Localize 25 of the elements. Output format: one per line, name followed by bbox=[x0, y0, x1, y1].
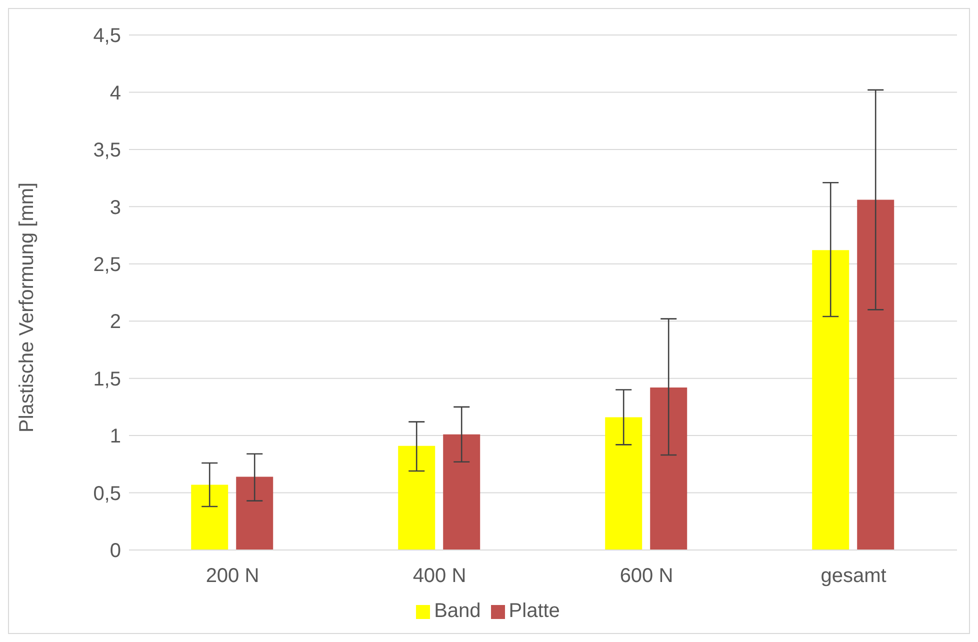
x-tick-label: gesamt bbox=[820, 565, 887, 588]
y-tick-label: 4 bbox=[110, 82, 121, 104]
legend-label: Platte bbox=[508, 600, 560, 622]
y-tick-label: 3,5 bbox=[93, 140, 121, 162]
bar bbox=[857, 200, 894, 550]
bar bbox=[191, 484, 228, 550]
y-tick-label: 2,5 bbox=[93, 254, 121, 276]
y-tick-label: 2 bbox=[110, 311, 121, 334]
x-tick-label: 200 N bbox=[206, 565, 260, 588]
bar bbox=[650, 387, 688, 550]
y-tick-label: 0 bbox=[110, 540, 121, 562]
bar bbox=[443, 434, 480, 550]
y-axis-title: Plastische Verformung [mm] bbox=[16, 182, 38, 432]
x-tick-label: 600 N bbox=[620, 565, 674, 588]
y-tick-label: 1,5 bbox=[93, 368, 121, 390]
y-tick-label: 3 bbox=[110, 196, 121, 219]
y-tick-label: 0,5 bbox=[93, 482, 121, 505]
bar bbox=[812, 250, 850, 550]
x-tick-label: 400 N bbox=[412, 565, 466, 588]
legend-label: Band bbox=[434, 600, 481, 622]
y-tick-label: 1 bbox=[110, 426, 121, 448]
y-tick-label: 4,5 bbox=[93, 25, 121, 48]
bar bbox=[236, 476, 274, 550]
bar bbox=[605, 417, 642, 550]
bar bbox=[398, 446, 436, 550]
